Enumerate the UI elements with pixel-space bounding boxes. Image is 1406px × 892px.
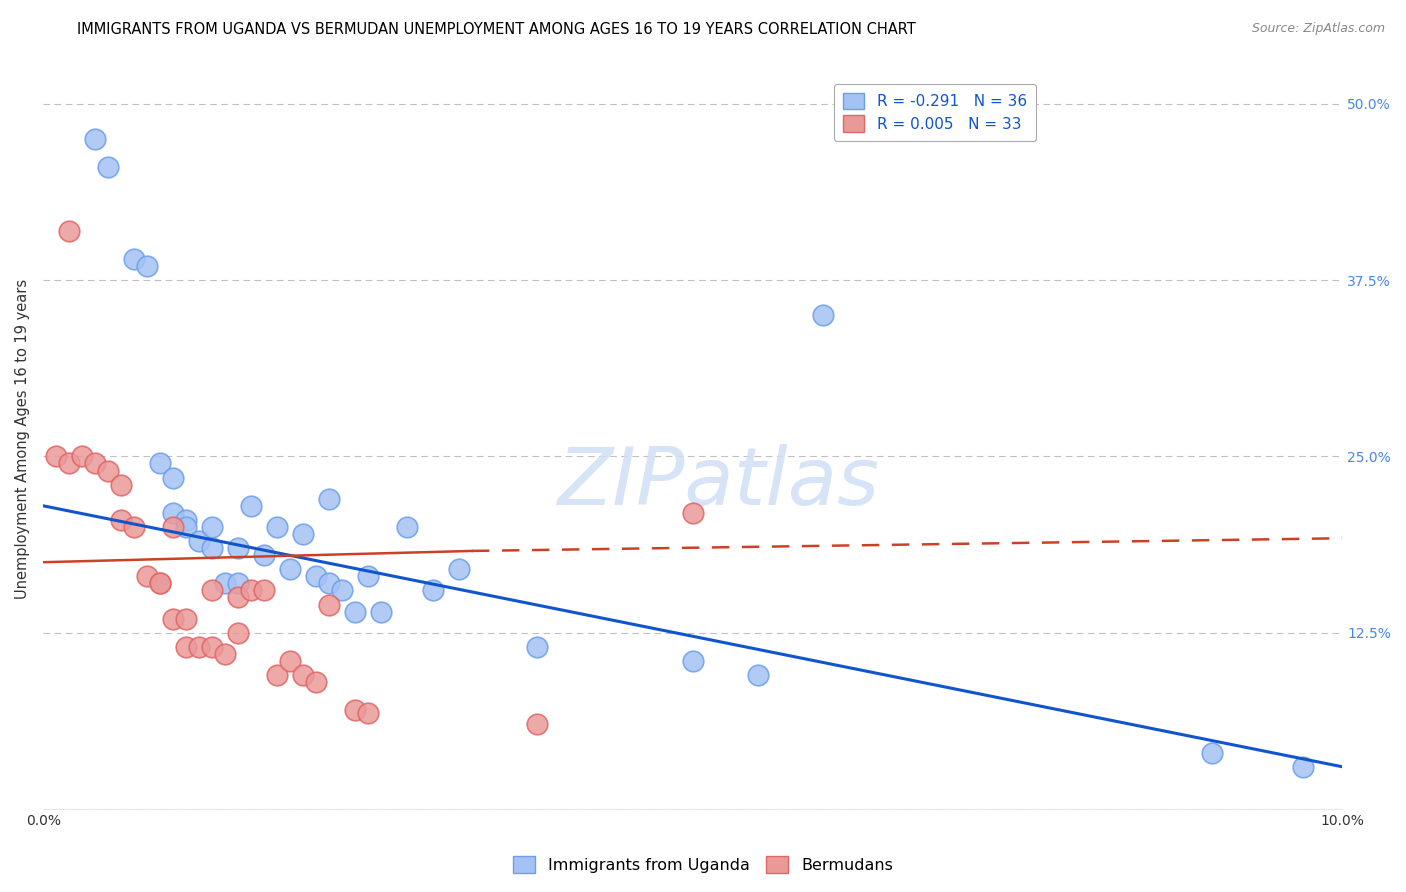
Point	[149, 576, 172, 591]
Point	[305, 569, 328, 583]
Point	[278, 562, 301, 576]
Point	[682, 654, 704, 668]
Point	[136, 259, 159, 273]
Point	[162, 506, 184, 520]
Point	[58, 224, 80, 238]
Point	[84, 457, 107, 471]
Point	[188, 534, 211, 549]
Point	[162, 470, 184, 484]
Point	[682, 506, 704, 520]
Point	[162, 520, 184, 534]
Point	[122, 252, 145, 266]
Point	[45, 450, 67, 464]
Point	[162, 612, 184, 626]
Point	[188, 640, 211, 654]
Point	[240, 583, 263, 598]
Point	[174, 513, 197, 527]
Legend: R = -0.291   N = 36, R = 0.005   N = 33: R = -0.291 N = 36, R = 0.005 N = 33	[834, 84, 1036, 141]
Point	[292, 527, 315, 541]
Point	[110, 513, 132, 527]
Point	[136, 569, 159, 583]
Point	[214, 647, 236, 661]
Point	[97, 161, 120, 175]
Point	[811, 309, 834, 323]
Point	[266, 520, 288, 534]
Point	[266, 668, 288, 682]
Point	[422, 583, 444, 598]
Point	[1292, 760, 1315, 774]
Point	[278, 654, 301, 668]
Point	[343, 605, 366, 619]
Point	[149, 576, 172, 591]
Point	[318, 576, 340, 591]
Point	[201, 520, 224, 534]
Point	[201, 583, 224, 598]
Text: Source: ZipAtlas.com: Source: ZipAtlas.com	[1251, 22, 1385, 36]
Point	[330, 583, 353, 598]
Point	[343, 703, 366, 717]
Point	[149, 457, 172, 471]
Point	[526, 640, 548, 654]
Text: ZIPatlas: ZIPatlas	[558, 444, 880, 522]
Point	[174, 520, 197, 534]
Point	[305, 675, 328, 690]
Point	[318, 491, 340, 506]
Point	[122, 520, 145, 534]
Point	[174, 640, 197, 654]
Point	[97, 464, 120, 478]
Point	[226, 625, 249, 640]
Point	[357, 569, 380, 583]
Point	[318, 598, 340, 612]
Point	[214, 576, 236, 591]
Point	[357, 706, 380, 721]
Point	[58, 457, 80, 471]
Point	[447, 562, 470, 576]
Y-axis label: Unemployment Among Ages 16 to 19 years: Unemployment Among Ages 16 to 19 years	[15, 278, 30, 599]
Point	[240, 499, 263, 513]
Point	[226, 591, 249, 605]
Point	[526, 717, 548, 731]
Point	[747, 668, 769, 682]
Point	[292, 668, 315, 682]
Text: IMMIGRANTS FROM UGANDA VS BERMUDAN UNEMPLOYMENT AMONG AGES 16 TO 19 YEARS CORREL: IMMIGRANTS FROM UGANDA VS BERMUDAN UNEMP…	[77, 22, 917, 37]
Point	[226, 576, 249, 591]
Point	[70, 450, 93, 464]
Point	[253, 548, 276, 562]
Point	[84, 132, 107, 146]
Point	[395, 520, 418, 534]
Point	[174, 612, 197, 626]
Point	[110, 477, 132, 491]
Point	[201, 541, 224, 555]
Point	[226, 541, 249, 555]
Point	[370, 605, 392, 619]
Point	[253, 583, 276, 598]
Point	[201, 640, 224, 654]
Legend: Immigrants from Uganda, Bermudans: Immigrants from Uganda, Bermudans	[506, 849, 900, 880]
Point	[1201, 746, 1223, 760]
